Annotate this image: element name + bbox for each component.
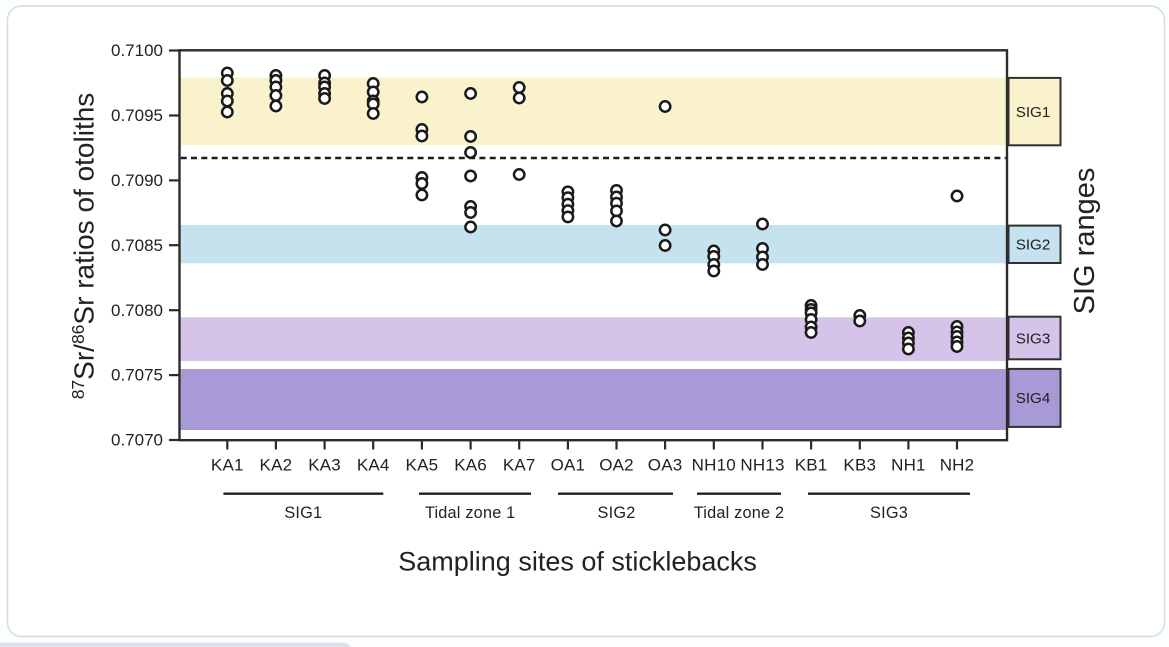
svg-text:SIG3: SIG3 (870, 504, 908, 522)
svg-text:KA6: KA6 (454, 455, 487, 474)
svg-text:NH1: NH1 (891, 455, 926, 474)
svg-text:Sampling sites of sticklebacks: Sampling sites of sticklebacks (398, 547, 757, 577)
svg-text:SIG3: SIG3 (1016, 330, 1051, 347)
svg-text:SIG1: SIG1 (1016, 104, 1051, 121)
svg-text:Tidal zone 1: Tidal zone 1 (425, 504, 516, 522)
svg-text:NH2: NH2 (940, 455, 975, 474)
svg-text:SIG4: SIG4 (1016, 390, 1051, 407)
svg-text:KA5: KA5 (406, 455, 439, 474)
svg-text:87Sr/86Sr ratios of otoliths: 87Sr/86Sr ratios of otoliths (68, 93, 100, 400)
svg-text:0.7100: 0.7100 (111, 41, 163, 60)
svg-text:SIG1: SIG1 (284, 504, 322, 522)
svg-text:0.7095: 0.7095 (111, 106, 163, 125)
svg-text:0.7090: 0.7090 (111, 171, 163, 190)
svg-text:SIG2: SIG2 (598, 504, 636, 522)
svg-text:SIG2: SIG2 (1016, 237, 1051, 254)
svg-text:0.7085: 0.7085 (111, 236, 163, 255)
svg-text:KA3: KA3 (308, 455, 341, 474)
svg-text:SIG ranges: SIG ranges (1069, 168, 1101, 315)
svg-text:OA1: OA1 (551, 455, 586, 474)
svg-text:NH10: NH10 (692, 455, 736, 474)
svg-text:KB1: KB1 (795, 455, 828, 474)
svg-text:KA4: KA4 (357, 455, 390, 474)
svg-text:NH13: NH13 (740, 455, 784, 474)
svg-text:KB3: KB3 (843, 455, 876, 474)
svg-text:KA7: KA7 (503, 455, 536, 474)
svg-text:KA2: KA2 (260, 455, 293, 474)
svg-text:0.7070: 0.7070 (111, 431, 163, 450)
svg-text:0.7075: 0.7075 (111, 366, 163, 385)
svg-text:OA2: OA2 (599, 455, 634, 474)
svg-text:KA1: KA1 (211, 455, 244, 474)
svg-text:Tidal zone 2: Tidal zone 2 (694, 504, 785, 522)
svg-text:0.7080: 0.7080 (111, 301, 163, 320)
svg-text:OA3: OA3 (648, 455, 683, 474)
